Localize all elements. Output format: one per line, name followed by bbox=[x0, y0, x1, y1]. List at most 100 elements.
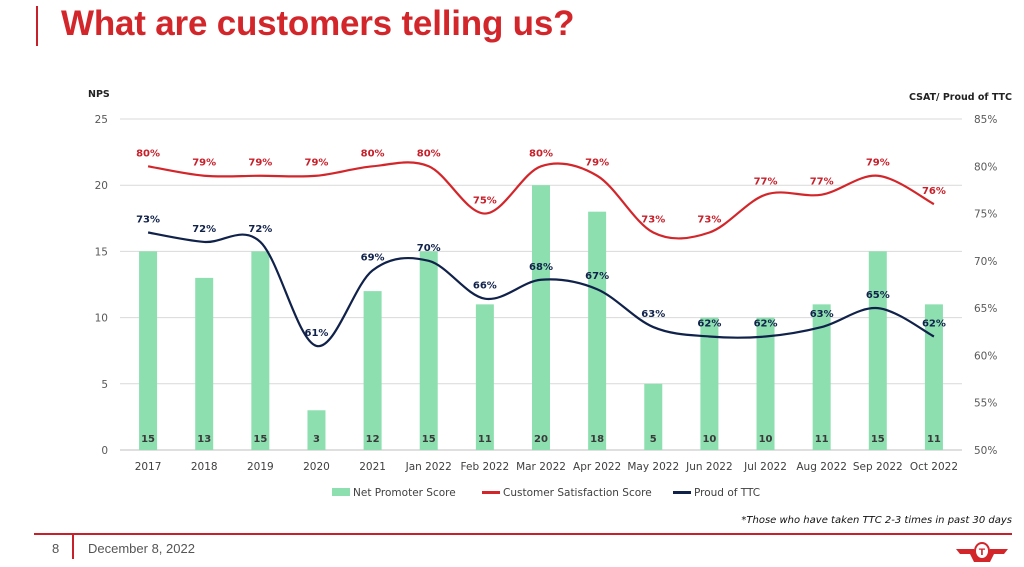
proud-data-label: 73% bbox=[136, 214, 160, 225]
footer-separator bbox=[72, 533, 74, 559]
x-tick-label: Apr 2022 bbox=[573, 461, 621, 473]
csat-data-label: 77% bbox=[810, 177, 834, 188]
csat-data-label: 80% bbox=[529, 148, 553, 159]
nps-data-label: 13 bbox=[197, 434, 211, 445]
nps-data-label: 15 bbox=[871, 434, 885, 445]
nps-bar bbox=[924, 304, 943, 450]
nps-bar bbox=[700, 317, 719, 450]
footnote: *Those who have taken TTC 2-3 times in p… bbox=[741, 515, 1012, 526]
ttc-logo-icon: T bbox=[956, 542, 1008, 562]
nps-data-label: 20 bbox=[534, 434, 548, 445]
x-tick-label: 2019 bbox=[247, 461, 274, 473]
footer-divider bbox=[34, 533, 1012, 535]
legend-swatch-nps bbox=[332, 488, 350, 496]
nps-bar bbox=[251, 251, 270, 450]
csat-data-label: 79% bbox=[866, 158, 890, 169]
x-tick-label: May 2022 bbox=[627, 461, 679, 473]
proud-data-label: 63% bbox=[641, 309, 665, 320]
x-tick-label: 2021 bbox=[359, 461, 386, 473]
nps-bar bbox=[644, 383, 663, 450]
svg-text:T: T bbox=[979, 548, 986, 558]
csat-data-label: 80% bbox=[361, 148, 385, 159]
proud-data-label: 62% bbox=[754, 319, 778, 330]
csat-data-label: 80% bbox=[417, 148, 441, 159]
proud-data-label: 69% bbox=[361, 252, 385, 263]
proud-line bbox=[147, 231, 935, 348]
nps-bar bbox=[812, 304, 831, 450]
proud-data-label: 62% bbox=[922, 319, 946, 330]
right-tick-label: 50% bbox=[974, 445, 997, 457]
nps-bar bbox=[756, 317, 775, 450]
left-tick-label: 15 bbox=[95, 246, 108, 258]
right-tick-label: 60% bbox=[974, 350, 997, 362]
proud-data-label: 63% bbox=[810, 309, 834, 320]
left-tick-label: 20 bbox=[95, 180, 108, 192]
x-tick-label: 2018 bbox=[191, 461, 218, 473]
x-tick-label: 2020 bbox=[303, 461, 330, 473]
left-axis-title: NPS bbox=[88, 89, 110, 100]
x-tick-label: Jul 2022 bbox=[743, 461, 787, 473]
nps-bar bbox=[532, 185, 550, 450]
nps-data-label: 11 bbox=[815, 434, 829, 445]
right-tick-label: 55% bbox=[974, 398, 997, 410]
nps-bar bbox=[139, 251, 158, 450]
proud-data-label: 67% bbox=[585, 271, 609, 282]
nps-data-label: 11 bbox=[927, 434, 941, 445]
nps-data-label: 5 bbox=[650, 434, 657, 445]
nps-data-label: 10 bbox=[702, 434, 716, 445]
proud-data-label: 70% bbox=[417, 243, 441, 254]
proud-data-label: 65% bbox=[866, 290, 890, 301]
nps-data-label: 11 bbox=[478, 434, 492, 445]
nps-data-label: 18 bbox=[590, 434, 604, 445]
proud-data-label: 61% bbox=[304, 328, 328, 339]
slide-date: December 8, 2022 bbox=[88, 541, 195, 556]
nps-data-label: 15 bbox=[253, 434, 267, 445]
right-tick-label: 70% bbox=[974, 256, 997, 268]
csat-data-label: 77% bbox=[754, 177, 778, 188]
legend-label-csat: Customer Satisfaction Score bbox=[503, 487, 652, 499]
csat-data-label: 73% bbox=[641, 214, 665, 225]
right-tick-label: 65% bbox=[974, 303, 997, 315]
csat-data-label: 79% bbox=[304, 158, 328, 169]
x-tick-label: Feb 2022 bbox=[461, 461, 510, 473]
csat-line bbox=[147, 161, 935, 240]
nps-bar bbox=[588, 211, 607, 450]
nps-bar bbox=[419, 251, 438, 450]
legend-swatch-proud bbox=[673, 491, 691, 494]
x-tick-label: Aug 2022 bbox=[796, 461, 847, 473]
left-tick-label: 5 bbox=[101, 379, 108, 391]
x-tick-label: Oct 2022 bbox=[910, 461, 958, 473]
proud-data-label: 72% bbox=[192, 224, 216, 235]
x-tick-label: Sep 2022 bbox=[853, 461, 903, 473]
slide-title: What are customers telling us? bbox=[61, 4, 575, 43]
left-tick-label: 0 bbox=[101, 445, 108, 457]
page-number: 8 bbox=[52, 541, 60, 556]
right-tick-label: 85% bbox=[974, 114, 997, 126]
nps-bar bbox=[307, 410, 326, 450]
csat-data-label: 73% bbox=[697, 214, 721, 225]
nps-data-label: 12 bbox=[366, 434, 380, 445]
nps-data-label: 15 bbox=[141, 434, 155, 445]
x-tick-label: 2017 bbox=[135, 461, 162, 473]
legend-swatch-csat bbox=[482, 491, 500, 494]
nps-bar bbox=[868, 251, 887, 450]
nps-data-label: 3 bbox=[313, 434, 320, 445]
proud-data-label: 66% bbox=[473, 281, 497, 292]
x-tick-label: Jun 2022 bbox=[685, 461, 732, 473]
right-tick-label: 75% bbox=[974, 209, 997, 221]
legend-label-nps: Net Promoter Score bbox=[353, 487, 456, 499]
proud-data-label: 68% bbox=[529, 262, 553, 273]
title-accent-bar bbox=[36, 6, 38, 46]
nps-bar bbox=[195, 277, 214, 450]
csat-data-label: 79% bbox=[248, 158, 272, 169]
csat-data-label: 80% bbox=[136, 148, 160, 159]
nps-bar bbox=[475, 304, 494, 450]
right-axis-title: CSAT/ Proud of TTC bbox=[909, 92, 1012, 103]
proud-data-label: 72% bbox=[248, 224, 272, 235]
nps-bar bbox=[363, 291, 382, 450]
csat-data-label: 79% bbox=[192, 158, 216, 169]
left-tick-label: 10 bbox=[95, 313, 108, 325]
legend-label-proud: Proud of TTC bbox=[694, 487, 760, 499]
left-tick-label: 25 bbox=[95, 114, 108, 126]
